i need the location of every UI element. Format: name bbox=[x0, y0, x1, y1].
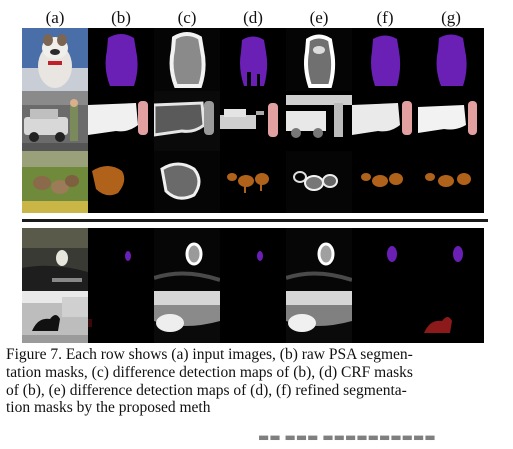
row1-crf-mask bbox=[220, 28, 286, 91]
row2-difference-map-b bbox=[154, 91, 220, 151]
row4-input-image bbox=[22, 228, 88, 291]
row1-refined-mask bbox=[352, 28, 418, 91]
row3-psa-mask bbox=[88, 151, 154, 213]
caption-line: tion masks by the proposed meth bbox=[6, 399, 211, 417]
section-divider bbox=[22, 219, 488, 222]
figure-caption: Figure 7. Each row shows (a) input image… bbox=[6, 346, 506, 417]
row3-crf-mask bbox=[220, 151, 286, 213]
caption-line: of (b), (e) difference detection maps of… bbox=[6, 381, 407, 399]
row4-difference-map-d bbox=[286, 228, 352, 291]
row4-crf-mask bbox=[220, 228, 286, 291]
row4-difference-map-b bbox=[154, 228, 220, 291]
row5-difference-map-d bbox=[286, 291, 352, 343]
row2-difference-map-d bbox=[286, 91, 352, 151]
row3-input-image bbox=[22, 151, 88, 213]
row2-refined-mask bbox=[352, 91, 418, 151]
column-label-b: (b) bbox=[111, 8, 131, 27]
row5-ground-truth bbox=[418, 291, 484, 343]
row5-crf-mask bbox=[220, 291, 286, 343]
row2-psa-mask bbox=[88, 91, 154, 151]
caption-line: Figure 7. Each row shows (a) input image… bbox=[6, 346, 413, 363]
watermark-overlay: ▬▬ ▬▬▬ ▬▬▬▬▬▬▬▬▬▬ bbox=[258, 430, 436, 444]
row4-ground-truth bbox=[418, 228, 484, 291]
caption-line: tation masks, (c) difference detection m… bbox=[6, 363, 413, 381]
row4-refined-mask bbox=[352, 228, 418, 291]
row5-input-image bbox=[22, 291, 88, 343]
row5-refined-mask bbox=[352, 291, 418, 343]
row3-difference-map-b bbox=[154, 151, 220, 213]
row3-difference-map-d bbox=[286, 151, 352, 213]
row5-psa-mask bbox=[88, 291, 154, 343]
column-label-a: (a) bbox=[45, 8, 65, 27]
column-label-c: (c) bbox=[177, 8, 197, 27]
row3-refined-mask bbox=[352, 151, 418, 213]
column-label-g: (g) bbox=[441, 8, 461, 27]
row4-psa-mask bbox=[88, 228, 154, 291]
row5-difference-map-b bbox=[154, 291, 220, 343]
row3-ground-truth bbox=[418, 151, 484, 213]
row1-input-image bbox=[22, 28, 88, 91]
row2-input-image bbox=[22, 91, 88, 151]
row2-crf-mask bbox=[220, 91, 286, 151]
row1-difference-map-b bbox=[154, 28, 220, 91]
column-label-f: (f) bbox=[376, 8, 394, 27]
row1-psa-mask bbox=[88, 28, 154, 91]
column-label-d: (d) bbox=[243, 8, 263, 27]
column-label-e: (e) bbox=[309, 8, 329, 27]
row2-ground-truth bbox=[418, 91, 484, 151]
row1-ground-truth bbox=[418, 28, 484, 91]
row1-difference-map-d bbox=[286, 28, 352, 91]
